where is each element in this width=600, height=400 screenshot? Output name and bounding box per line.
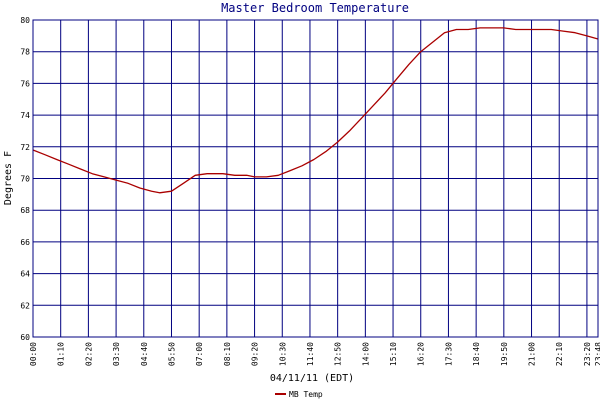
y-tick-label-4: 68 — [20, 206, 30, 215]
x-tick-label-3: 03:30 — [112, 342, 121, 366]
x-tick-label-14: 16:20 — [417, 342, 426, 366]
x-tick-label-18: 21:00 — [528, 342, 537, 366]
x-tick-label-9: 10:30 — [278, 342, 287, 366]
y-tick-label-6: 72 — [20, 143, 30, 152]
y-tick-label-0: 60 — [20, 333, 30, 342]
y-tick-label-2: 64 — [20, 270, 30, 279]
x-axis-label: 04/11/11 (EDT) — [270, 373, 354, 384]
y-tick-label-3: 66 — [20, 238, 30, 247]
x-tick-label-10: 11:40 — [306, 342, 315, 366]
x-tick-label-12: 14:00 — [361, 342, 370, 366]
series-line-0 — [32, 27, 599, 194]
x-tick-label-5: 05:50 — [167, 342, 176, 366]
series-group — [32, 27, 599, 194]
x-tick-label-21: 23:48 — [594, 342, 600, 366]
chart-title: Master Bedroom Temperature — [221, 1, 409, 15]
plot-border — [32, 19, 599, 338]
y-tick-label-10: 80 — [20, 16, 30, 25]
x-tick-label-8: 09:20 — [251, 342, 260, 366]
y-tick-label-5: 70 — [20, 175, 30, 184]
x-tick-label-19: 22:10 — [555, 342, 564, 366]
x-tick-label-7: 08:10 — [223, 342, 232, 366]
x-tick-label-13: 15:10 — [389, 342, 398, 366]
y-tick-labels: 60 62 64 66 68 70 72 74 76 78 80 — [20, 16, 30, 342]
x-tick-label-16: 18:40 — [472, 342, 481, 366]
y-tick-label-8: 76 — [20, 79, 30, 88]
y-axis-label: Degrees F — [3, 151, 14, 205]
x-tick-label-0: 00:00 — [29, 342, 38, 366]
y-tick-label-9: 78 — [20, 48, 30, 57]
x-tick-label-17: 19:50 — [500, 342, 509, 366]
x-tick-label-2: 02:20 — [84, 342, 93, 366]
x-tick-labels: 00:00 01:10 02:20 03:30 04:40 05:50 07:00 08:10… — [29, 342, 600, 366]
x-tick-label-6: 07:00 — [195, 342, 204, 366]
y-tick-label-1: 62 — [20, 301, 30, 310]
x-tick-label-4: 04:40 — [140, 342, 149, 366]
legend-label: MB Temp — [289, 390, 323, 399]
y-tick-label-7: 74 — [20, 111, 30, 120]
x-tick-label-1: 01:10 — [57, 342, 66, 366]
x-tick-label-15: 17:30 — [444, 342, 453, 366]
x-tick-label-11: 12:50 — [334, 342, 343, 366]
x-tick-label-20: 23:20 — [583, 342, 592, 366]
